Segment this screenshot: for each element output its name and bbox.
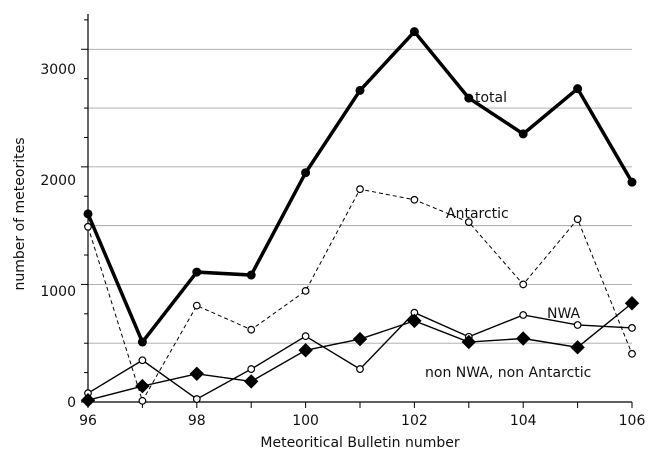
- x-tick-label: 98: [188, 413, 206, 429]
- series-line-nwa: [87, 311, 633, 400]
- data-point-total: [409, 27, 419, 37]
- data-point-antarctic: [138, 396, 147, 405]
- data-point-total: [301, 168, 311, 178]
- data-point-antarctic: [573, 215, 582, 224]
- data-point-non-nwa-non-antarctic: [461, 334, 477, 350]
- data-point-non-nwa-non-antarctic: [298, 343, 313, 358]
- data-point-total: [246, 270, 256, 280]
- data-point-non-nwa-non-antarctic: [135, 378, 150, 394]
- y-tick-labels: 0 1000 2000 3000: [40, 62, 76, 411]
- y-tick-label: 1000: [40, 284, 76, 300]
- x-tick-label: 96: [79, 413, 97, 429]
- x-tick-labels: 96 98 100 102 104 106: [79, 413, 645, 429]
- data-point-antarctic: [519, 280, 528, 289]
- data-point-nwa: [138, 356, 147, 365]
- data-point-non-nwa-non-antarctic: [624, 296, 640, 311]
- data-point-non-nwa-non-antarctic: [515, 331, 531, 346]
- data-point-antarctic: [410, 195, 419, 204]
- data-point-nwa: [247, 365, 256, 373]
- axes: [81, 14, 633, 408]
- y-tick-label: 2000: [40, 173, 76, 189]
- data-point-total: [192, 267, 202, 277]
- data-point-non-nwa-non-antarctic: [189, 366, 205, 381]
- data-point-nwa: [519, 311, 528, 319]
- data-point-non-nwa-non-antarctic: [243, 374, 259, 389]
- data-point-total: [573, 84, 583, 94]
- series-label-total: total: [475, 90, 507, 106]
- data-point-nwa: [356, 365, 364, 373]
- data-point-antarctic: [628, 349, 636, 358]
- y-axis-title: number of meteorites: [12, 138, 28, 291]
- data-point-nwa: [628, 324, 636, 332]
- data-point-antarctic: [192, 301, 201, 310]
- data-point-non-nwa-non-antarctic: [407, 313, 422, 329]
- data-point-nwa: [192, 395, 201, 403]
- y-tick-label: 3000: [40, 62, 76, 78]
- series-label-non-nwa-non-antarctic: non NWA, non Antarctic: [425, 365, 591, 381]
- data-point-antarctic: [356, 185, 364, 194]
- x-tick-label: 106: [619, 413, 646, 429]
- x-axis-title: Meteoritical Bulletin number: [260, 435, 459, 451]
- data-point-non-nwa-non-antarctic: [570, 340, 585, 355]
- y-tick-label: 0: [67, 395, 76, 411]
- data-point-nwa: [573, 321, 582, 329]
- data-point-total: [137, 337, 147, 347]
- data-point-antarctic: [84, 222, 92, 231]
- series-markers: [80, 27, 640, 408]
- x-tick-label: 100: [292, 413, 319, 429]
- data-point-antarctic: [247, 325, 256, 334]
- data-point-nwa: [301, 332, 310, 341]
- x-tick-label: 104: [510, 413, 537, 429]
- data-point-total: [518, 129, 528, 139]
- data-point-total: [83, 209, 93, 219]
- data-point-non-nwa-non-antarctic: [80, 393, 96, 408]
- data-point-antarctic: [464, 218, 473, 227]
- x-tick-label: 102: [401, 413, 428, 429]
- data-point-total: [464, 93, 474, 103]
- series-label-antarctic: Antarctic: [446, 206, 509, 222]
- gridlines: [88, 48, 632, 344]
- series-labels: total Antarctic NWA non NWA, non Antarct…: [425, 90, 591, 381]
- data-point-non-nwa-non-antarctic: [352, 331, 368, 347]
- data-point-total: [355, 85, 365, 95]
- series-label-nwa: NWA: [547, 306, 581, 322]
- data-point-antarctic: [301, 286, 310, 295]
- data-point-total: [627, 177, 637, 187]
